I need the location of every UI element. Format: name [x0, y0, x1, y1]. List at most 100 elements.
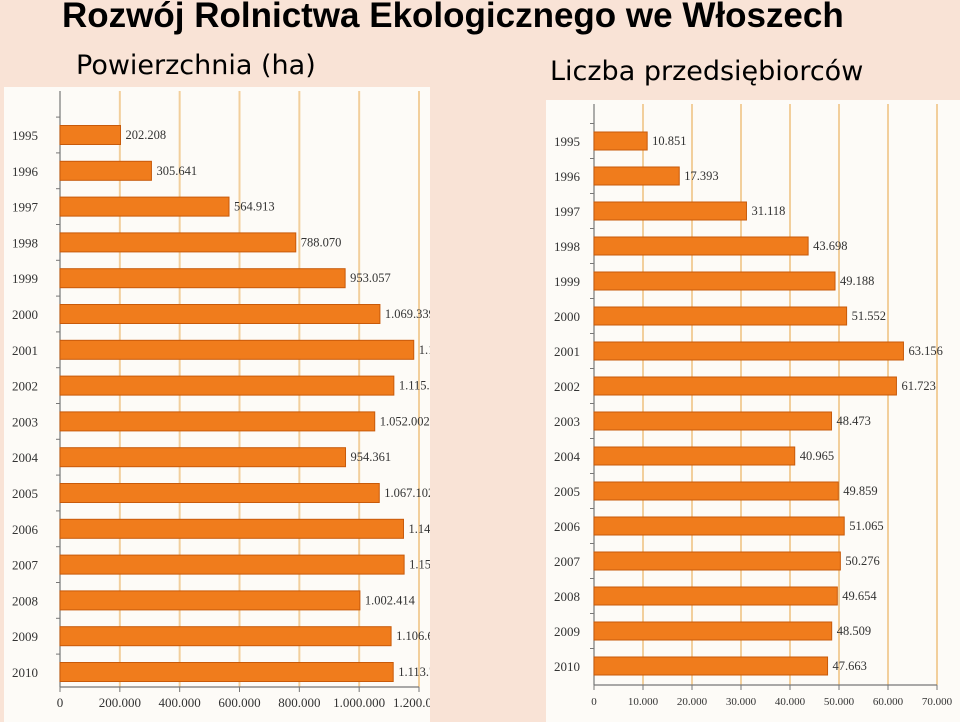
left-value-label: 1.182.403 — [419, 343, 430, 357]
left-x-tick-label: 600.000 — [218, 695, 260, 710]
left-value-label: 1.106.684 — [396, 629, 430, 643]
left-category-label: 2009 — [12, 629, 38, 644]
right-bar — [593, 236, 809, 256]
left-value-label: 1.150.253 — [409, 558, 430, 572]
right-value-label: 48.509 — [837, 624, 871, 638]
left-x-tick-label: 0 — [57, 695, 64, 710]
right-category-label: 2005 — [554, 484, 580, 499]
left-bar — [59, 232, 297, 253]
entrepreneurs-chart-panel: 0 10.000 20.000 30.000 40.000 50.000 60.000 70.… — [546, 100, 960, 722]
right-chart-subtitle: Liczba przedsiębiorców — [550, 56, 864, 87]
right-x-tick-label: 70.000 — [922, 696, 953, 708]
left-x-tick-label: 1.000.000 — [333, 695, 385, 710]
right-x-tick-label: 30.000 — [726, 696, 757, 708]
left-bar — [59, 125, 121, 145]
right-value-label: 51.065 — [849, 519, 883, 533]
right-category-label: 2010 — [554, 659, 580, 674]
left-value-label: 564.913 — [234, 200, 275, 214]
right-bar — [593, 271, 836, 291]
right-bar — [593, 551, 841, 571]
right-bar — [593, 586, 838, 606]
left-category-label: 2006 — [12, 522, 39, 537]
left-category-label: 2003 — [12, 414, 38, 429]
left-category-label: 2004 — [12, 450, 39, 465]
right-x-tick-label: 50.000 — [824, 696, 855, 708]
left-bar — [59, 554, 405, 575]
entrepreneurs-bar-chart: 0 10.000 20.000 30.000 40.000 50.000 60.000 70.… — [554, 104, 953, 708]
right-category-label: 2006 — [554, 519, 581, 534]
left-category-label: 1997 — [12, 200, 39, 215]
right-bar — [593, 131, 648, 151]
right-value-label: 48.473 — [837, 414, 871, 428]
left-bar — [59, 590, 361, 611]
right-category-label: 2003 — [554, 414, 580, 429]
right-bar — [593, 446, 796, 466]
right-value-label: 49.654 — [842, 589, 877, 603]
left-bar — [59, 447, 347, 468]
left-x-tick-label: 200.000 — [99, 695, 141, 710]
right-bar — [593, 516, 845, 536]
left-value-label: 1.115.911 — [399, 379, 430, 393]
right-x-tick-label: 60.000 — [873, 696, 904, 708]
left-value-label: 202.208 — [125, 128, 166, 142]
left-value-label: 1.067.102 — [384, 486, 430, 500]
right-value-label: 49.859 — [843, 484, 877, 498]
left-value-label: 305.641 — [156, 164, 197, 178]
left-bar — [59, 196, 230, 217]
right-category-label: 1995 — [554, 134, 580, 149]
right-category-label: 2001 — [554, 344, 580, 359]
left-category-label: 1995 — [12, 128, 38, 143]
left-bar — [59, 626, 392, 647]
right-value-label: 49.188 — [840, 274, 874, 288]
left-value-label: 1.069.339 — [385, 307, 430, 321]
right-category-label: 2009 — [554, 624, 580, 639]
left-bar — [59, 411, 376, 432]
left-bar — [59, 518, 404, 539]
right-category-label: 1997 — [554, 204, 581, 219]
right-bar — [593, 201, 747, 221]
right-x-tick-label: 20.000 — [677, 696, 708, 708]
left-bar — [59, 304, 381, 324]
left-x-tick-label: 800.000 — [278, 695, 320, 710]
right-category-label: 2004 — [554, 449, 581, 464]
right-value-label: 63.156 — [908, 344, 942, 358]
right-value-label: 40.965 — [800, 449, 834, 463]
left-value-label: 788.070 — [301, 235, 342, 249]
right-category-label: 1998 — [554, 239, 580, 254]
left-value-label: 1.113.742 — [398, 665, 430, 679]
right-value-label: 47.663 — [833, 659, 867, 673]
right-category-label: 1996 — [554, 169, 581, 184]
left-category-label: 1999 — [12, 271, 38, 286]
left-chart-subtitle: Powierzchnia (ha) — [76, 50, 316, 81]
left-bar — [59, 268, 346, 289]
left-value-label: 1.052.002 — [380, 414, 430, 428]
right-value-label: 31.118 — [751, 204, 785, 218]
right-bar — [593, 481, 839, 501]
right-value-label: 61.723 — [901, 379, 935, 393]
right-value-label: 43.698 — [813, 239, 847, 253]
left-bar — [59, 339, 415, 360]
right-x-tick-label: 0 — [591, 696, 597, 708]
left-value-label: 1.002.414 — [365, 593, 416, 607]
left-x-tick-label: 400.000 — [159, 695, 201, 710]
right-bar — [593, 341, 904, 361]
left-category-label: 1996 — [12, 164, 39, 179]
left-category-label: 2007 — [12, 558, 39, 573]
left-bar — [59, 160, 152, 181]
right-x-tick-label: 10.000 — [628, 696, 659, 708]
right-value-label: 51.552 — [852, 309, 886, 323]
left-bar — [59, 375, 395, 396]
right-bar — [593, 306, 848, 326]
right-bar — [593, 621, 833, 641]
right-bar — [593, 376, 897, 396]
left-category-label: 2005 — [12, 486, 38, 501]
left-value-label: 953.057 — [350, 271, 391, 285]
right-value-label: 10.851 — [652, 134, 686, 148]
left-category-label: 2001 — [12, 343, 38, 358]
right-category-label: 2000 — [554, 309, 580, 324]
right-x-tick-label: 40.000 — [775, 696, 806, 708]
right-bar — [593, 166, 680, 186]
area-bar-chart: 0 200.000 400.000 600.000 800.000 1.000.000 1.… — [12, 91, 430, 710]
left-value-label: 1.148.162 — [408, 522, 430, 536]
right-category-label: 1999 — [554, 274, 580, 289]
